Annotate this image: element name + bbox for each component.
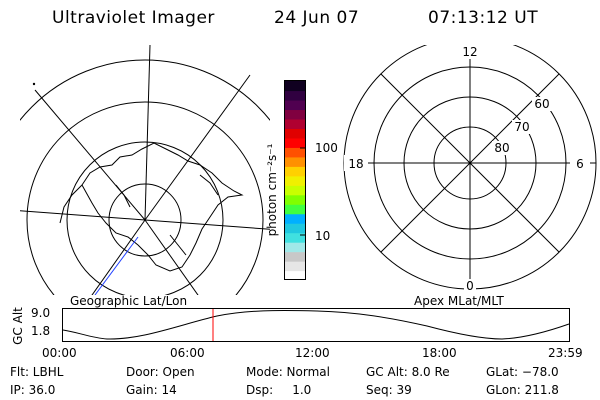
colorbar-stripe (285, 99, 306, 111)
app-title: Ultraviolet Imager (52, 8, 215, 28)
mlt-label-top: 12 (462, 45, 477, 59)
colorbar-stripe (285, 194, 306, 205)
colorbar (284, 80, 306, 281)
geo-meridian (144, 74, 251, 221)
filter-value: Flt: LBHL (10, 365, 64, 379)
colorbar-tick: 100 (315, 141, 338, 155)
ip-value: IP: 36.0 (10, 383, 56, 397)
geo-meridian (34, 89, 146, 221)
altitude-curve (62, 310, 570, 340)
gc-alt-value: GC Alt: 8.0 Re (366, 365, 450, 379)
colorbar-stripe (285, 137, 306, 148)
geo-lat-circle (108, 183, 182, 257)
geo-lat-circle (66, 141, 224, 295)
geo-lat-circle (26, 101, 264, 295)
coastline (169, 234, 187, 256)
geo-lat-circle (20, 59, 270, 121)
glon-value: GLon: 211.8 (486, 383, 559, 397)
mag-panel-label: Apex MLat/MLT (414, 294, 504, 308)
colorbar-stripe (285, 166, 306, 177)
glat-value: GLat: −78.0 (486, 365, 559, 379)
colorbar-stripe (285, 251, 306, 262)
seq-value: Seq: 39 (366, 383, 412, 397)
colorbar-stripe (285, 109, 306, 120)
geo-meridian (144, 219, 270, 230)
mlt-label-bottom: 0 (466, 279, 474, 293)
colorbar-stripe (285, 81, 306, 92)
altitude-xtick: 12:00 (295, 346, 330, 360)
time-label: 07:13:12 UT (428, 8, 539, 28)
altitude-plot (62, 308, 570, 342)
colorbar-tick: 10 (315, 229, 331, 243)
geo-marker (32, 82, 36, 86)
colorbar-stripe (285, 232, 306, 243)
mlt-label-right: 6 (576, 157, 584, 171)
coastline (115, 184, 131, 208)
colorbar-stripe (285, 147, 306, 158)
colorbar-stripe (285, 261, 306, 272)
altitude-xtick: 23:59 (548, 346, 583, 360)
altitude-ytick: 9.0 (31, 306, 51, 320)
door-value: Door: Open (126, 365, 195, 379)
altitude-ylabel: GC Alt (10, 307, 25, 345)
colorbar-stripe (285, 185, 306, 196)
satellite-track (94, 236, 139, 295)
geo-meridian (144, 45, 151, 221)
date-label: 24 Jun 07 (274, 8, 360, 28)
mode-value: Mode: Normal (246, 365, 330, 379)
altitude-xtick: 18:00 (422, 346, 457, 360)
dsp-value: Dsp: 1.0 (246, 383, 312, 397)
altitude-xtick: 06:00 (170, 346, 205, 360)
coastline (199, 174, 219, 196)
colorbar-stripe (285, 242, 306, 253)
colorbar-stripe (285, 213, 306, 224)
mlat-label-80: 80 (494, 141, 509, 155)
geographic-map (20, 45, 270, 295)
geo-panel-label: Geographic Lat/Lon (70, 294, 188, 308)
colorbar-stripe (285, 90, 306, 101)
colorbar-stripe (285, 204, 306, 215)
mlat-label-70: 70 (514, 120, 529, 134)
colorbar-stripe (285, 223, 306, 234)
geo-meridian (91, 219, 146, 295)
gain-value: Gain: 14 (126, 383, 177, 397)
mlat-label-60: 60 (534, 97, 549, 111)
colorbar-stripe (285, 156, 306, 167)
colorbar-stripe (285, 270, 306, 281)
altitude-ytick: 1.8 (31, 324, 51, 338)
altitude-xtick: 00:00 (42, 346, 77, 360)
mlt-label-left: 18 (348, 157, 363, 171)
magnetic-polar-plot: 12 18 6 0 60 70 80 (343, 45, 597, 293)
geo-meridian (20, 210, 146, 221)
colorbar-stripe (285, 175, 306, 186)
colorbar-stripe (285, 118, 306, 129)
colorbar-stripe (285, 128, 306, 139)
coastline (81, 142, 244, 272)
coastline (59, 184, 83, 224)
geo-meridian (144, 219, 199, 295)
colorbar-unit-label: photon cm⁻²s⁻¹ (265, 143, 279, 237)
